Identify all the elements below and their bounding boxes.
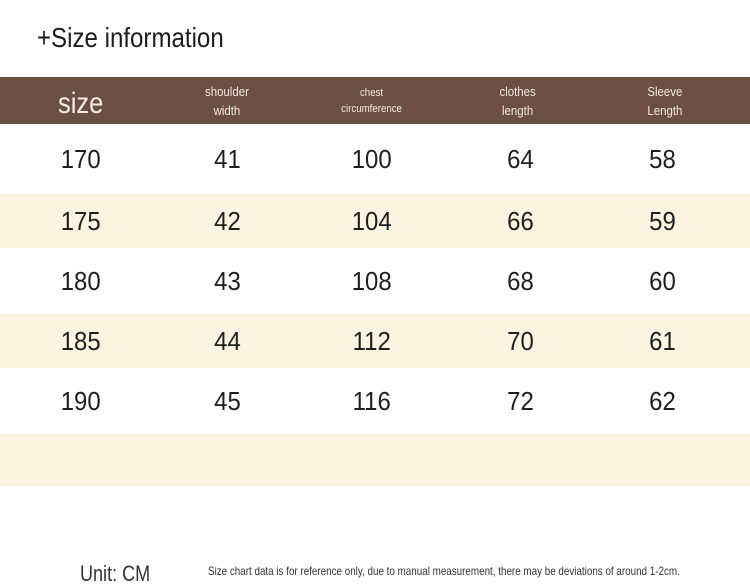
header-clothes-length: clothes length [499, 83, 536, 118]
cell-clothes-length: 64 [506, 143, 534, 174]
table-header: size shoulder width chest circumference … [0, 77, 750, 124]
cell-sleeve-length: 62 [648, 385, 676, 416]
cell-sleeve-length: 58 [648, 143, 676, 174]
cell-clothes-length: 70 [506, 325, 534, 356]
disclaimer-note: Size chart data is for reference only, d… [208, 564, 680, 578]
cell-chest-circumference: 116 [352, 385, 392, 416]
cell-size: 190 [61, 385, 101, 416]
cell-size: 180 [61, 265, 101, 296]
cell-shoulder-width: 44 [213, 325, 241, 356]
cell-chest-circumference: 108 [352, 265, 392, 296]
header-chest-circumference: chest circumference [341, 86, 403, 115]
cell-sleeve-length: 61 [648, 325, 676, 356]
table-row: 175 42 104 66 59 [0, 194, 750, 248]
cell-clothes-length: 72 [506, 385, 534, 416]
cell-size: 175 [61, 205, 101, 236]
header-shoulder-width: shoulder width [205, 83, 249, 118]
page-title: +Size information [37, 22, 224, 53]
cell-shoulder-width: 42 [213, 205, 241, 236]
cell-size: 170 [61, 143, 101, 174]
cell-chest-circumference: 104 [352, 205, 392, 236]
cell-shoulder-width: 45 [213, 385, 241, 416]
header-sleeve-length: Sleeve Length [646, 83, 682, 118]
cell-sleeve-length: 59 [648, 205, 676, 236]
unit-label: Unit: CM [80, 561, 151, 586]
cell-sleeve-length: 60 [648, 265, 676, 296]
cell-size: 185 [61, 325, 101, 356]
cell-clothes-length: 68 [506, 265, 534, 296]
cell-shoulder-width: 41 [213, 143, 241, 174]
cell-chest-circumference: 100 [352, 143, 392, 174]
table-row: 190 45 116 72 62 [0, 368, 750, 434]
cell-clothes-length: 66 [506, 205, 534, 236]
header-size: size [58, 86, 104, 120]
table-row: 180 43 108 68 60 [0, 248, 750, 314]
table-row: 185 44 112 70 61 [0, 314, 750, 368]
cell-shoulder-width: 43 [213, 265, 241, 296]
table-row-empty [0, 434, 750, 486]
table-row: 170 41 100 64 58 [0, 124, 750, 194]
cell-chest-circumference: 112 [352, 325, 392, 356]
